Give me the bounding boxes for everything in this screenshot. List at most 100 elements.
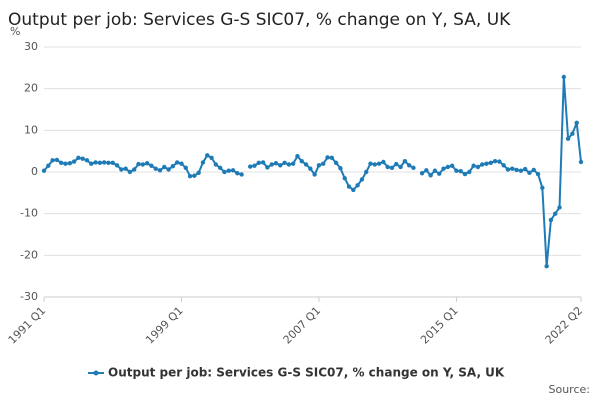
x-tick-label: 1991 Q1 [6, 304, 49, 347]
point [239, 172, 244, 177]
point [316, 163, 322, 168]
point [308, 166, 313, 171]
point [522, 166, 528, 172]
point [458, 168, 463, 174]
point [166, 167, 171, 172]
point [260, 160, 266, 165]
point [187, 173, 193, 179]
point [565, 136, 571, 141]
legend-label: Output per job: Services G-S SIC07, % ch… [108, 366, 505, 380]
point [411, 165, 416, 171]
point [501, 163, 506, 168]
point [101, 160, 107, 165]
point [514, 167, 519, 173]
point [226, 168, 231, 173]
point [183, 165, 188, 171]
point [355, 183, 360, 188]
y-tick-label: -10 [20, 207, 38, 220]
point [106, 160, 111, 166]
point [209, 155, 214, 161]
y-tick-label: 10 [24, 123, 38, 136]
point [273, 161, 279, 166]
point [269, 162, 274, 167]
point [557, 205, 562, 210]
point [123, 166, 128, 171]
point [338, 166, 343, 171]
point [235, 171, 240, 176]
point [140, 162, 146, 167]
point [50, 158, 55, 163]
point [475, 164, 481, 170]
point [325, 155, 330, 160]
point [329, 155, 335, 161]
point [553, 211, 558, 216]
point [41, 168, 47, 173]
point [454, 168, 459, 173]
point [76, 155, 81, 161]
point [510, 166, 515, 171]
point [132, 167, 137, 172]
x-tick-label: 2022 Q2 [543, 304, 586, 347]
point [213, 162, 219, 167]
point [578, 159, 584, 165]
point [531, 167, 536, 173]
point [162, 164, 167, 170]
x-tick-label: 1999 Q1 [143, 304, 186, 347]
point [63, 161, 68, 166]
point [381, 159, 386, 165]
point [333, 160, 339, 166]
point [46, 163, 51, 168]
point [200, 160, 206, 165]
chart-title: Output per job: Services G-S SIC07, % ch… [8, 10, 511, 30]
point [385, 164, 390, 170]
point [376, 161, 382, 166]
point [364, 169, 369, 175]
point [351, 187, 356, 193]
point [492, 158, 498, 164]
point [93, 160, 98, 165]
point [114, 163, 120, 168]
point [71, 159, 77, 164]
point [321, 161, 326, 166]
legend-marker [93, 370, 99, 376]
point [230, 168, 236, 173]
point [303, 162, 309, 167]
point [295, 153, 300, 159]
point [540, 185, 545, 191]
point [428, 173, 433, 178]
point [97, 160, 103, 166]
point [278, 163, 283, 168]
point [445, 164, 451, 170]
point [157, 168, 163, 173]
point [192, 173, 197, 178]
point [424, 168, 429, 173]
point [136, 161, 141, 167]
point [149, 163, 154, 168]
point [437, 171, 442, 176]
point [222, 169, 227, 175]
source: Source: [549, 383, 591, 396]
point [127, 169, 133, 175]
point [67, 161, 72, 166]
point [518, 168, 524, 173]
point [561, 74, 567, 80]
point [394, 161, 399, 167]
y-tick-label: 0 [31, 165, 38, 178]
point [406, 163, 412, 168]
point [256, 160, 261, 166]
point [144, 161, 150, 166]
point [570, 131, 575, 136]
point [479, 162, 485, 167]
point [471, 163, 476, 168]
x-tick-label: 2015 Q1 [418, 304, 461, 347]
point [312, 172, 317, 177]
point [359, 177, 365, 182]
point [497, 159, 502, 164]
point [153, 166, 158, 171]
point [217, 165, 223, 171]
point [252, 163, 257, 168]
point [488, 160, 493, 166]
point [54, 157, 60, 163]
point [342, 176, 347, 181]
point [290, 161, 296, 166]
